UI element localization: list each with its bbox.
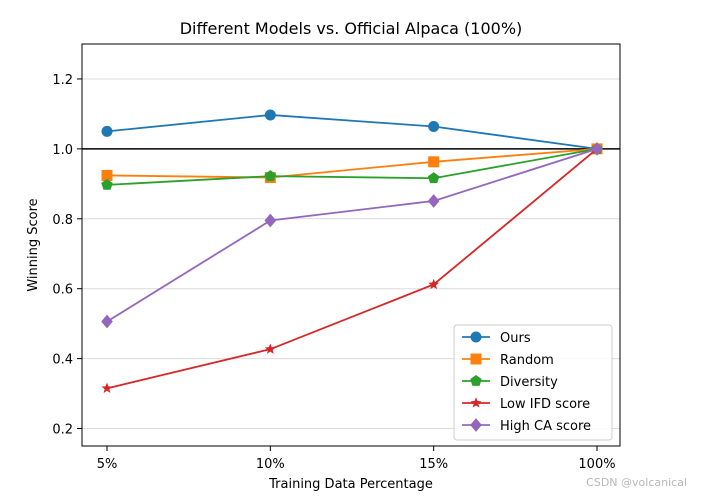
data-point-ours-10% — [264, 109, 276, 121]
series-ours — [101, 109, 603, 155]
data-point-low-ifd-score-10% — [264, 343, 276, 354]
series-line-random — [106, 147, 598, 179]
data-point-high-ca-score-10% — [264, 213, 277, 228]
data-point-ours-15% — [428, 120, 440, 132]
data-point-diversity-5% — [101, 178, 113, 190]
legend-marker-low-ifd-score — [470, 397, 482, 408]
chart-title: Different Models vs. Official Alpaca (10… — [180, 19, 523, 38]
legend-marker-diversity — [470, 374, 482, 386]
legend-marker-high-ca-score — [470, 418, 482, 432]
data-point-high-ca-score-15% — [427, 194, 440, 208]
series-line-high-ca-score — [106, 148, 598, 323]
legend-box — [453, 324, 613, 441]
data-point-low-ifd-score-15% — [428, 278, 440, 290]
data-point-high-ca-score-100% — [591, 141, 603, 156]
x-axis-label: Training Data Percentage — [268, 477, 433, 492]
series-line-ours — [106, 114, 598, 150]
watermark: CSDN @volcanical — [586, 476, 687, 489]
y-tick-label: 0.6 — [52, 283, 73, 298]
series-diversity — [101, 142, 603, 190]
legend-label-low-ifd-score: Low IFD score — [500, 397, 590, 412]
legend-label-high-ca-score: High CA score — [500, 419, 591, 434]
series-line-diversity — [106, 147, 598, 186]
data-point-low-ifd-score-5% — [101, 382, 113, 393]
legend-label-random: Random — [500, 353, 554, 368]
y-tick-label: 0.8 — [52, 213, 73, 228]
y-tick-label: 1.2 — [52, 73, 73, 88]
series-line-low-ifd-score — [106, 148, 598, 390]
data-point-diversity-15% — [427, 172, 440, 184]
data-point-random-5% — [101, 169, 113, 181]
series-high-ca-score — [101, 141, 603, 329]
y-axis-label: Winning Score — [26, 198, 41, 291]
x-tick-label: 100% — [578, 457, 615, 472]
legend-label-ours: Ours — [500, 331, 531, 346]
legend-marker-ours — [470, 331, 482, 343]
x-tick-label: 15% — [419, 457, 448, 472]
x-tick-label: 5% — [97, 457, 118, 472]
data-point-random-15% — [428, 156, 440, 168]
legend-label-diversity: Diversity — [500, 375, 558, 390]
y-tick-label: 0.2 — [52, 423, 73, 438]
data-point-ours-5% — [101, 125, 113, 137]
y-tick-label: 1.0 — [52, 143, 73, 158]
y-tick-label: 0.4 — [52, 353, 73, 368]
data-point-high-ca-score-5% — [101, 314, 113, 329]
legend-marker-random — [470, 353, 482, 365]
data-point-diversity-10% — [264, 170, 277, 182]
legend: Ours Random Diversity Low IFD score High CA … — [453, 324, 613, 441]
plot-frame — [81, 43, 621, 447]
x-tick-label: 10% — [256, 457, 285, 472]
